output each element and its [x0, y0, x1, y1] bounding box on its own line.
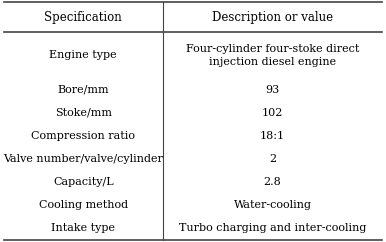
Text: 93: 93 — [265, 85, 279, 95]
Text: Intake type: Intake type — [51, 223, 115, 233]
Text: Engine type: Engine type — [49, 50, 117, 60]
Text: Valve number/valve/cylinder: Valve number/valve/cylinder — [3, 154, 163, 164]
Text: Four-cylinder four-stoke direct
injection diesel engine: Four-cylinder four-stoke direct injectio… — [186, 44, 359, 67]
Text: Bore/mm: Bore/mm — [58, 85, 109, 95]
Text: Specification: Specification — [44, 11, 122, 24]
Text: 18:1: 18:1 — [260, 131, 285, 141]
Text: Capacity/L: Capacity/L — [53, 177, 113, 187]
Text: Compression ratio: Compression ratio — [31, 131, 135, 141]
Text: Description or value: Description or value — [212, 11, 333, 24]
Text: Water-cooling: Water-cooling — [234, 200, 312, 210]
Text: Stoke/mm: Stoke/mm — [55, 108, 112, 118]
Text: Turbo charging and inter-cooling: Turbo charging and inter-cooling — [179, 223, 366, 233]
Text: 102: 102 — [262, 108, 283, 118]
Text: 2: 2 — [269, 154, 276, 164]
Text: 2.8: 2.8 — [264, 177, 281, 187]
Text: Cooling method: Cooling method — [39, 200, 128, 210]
